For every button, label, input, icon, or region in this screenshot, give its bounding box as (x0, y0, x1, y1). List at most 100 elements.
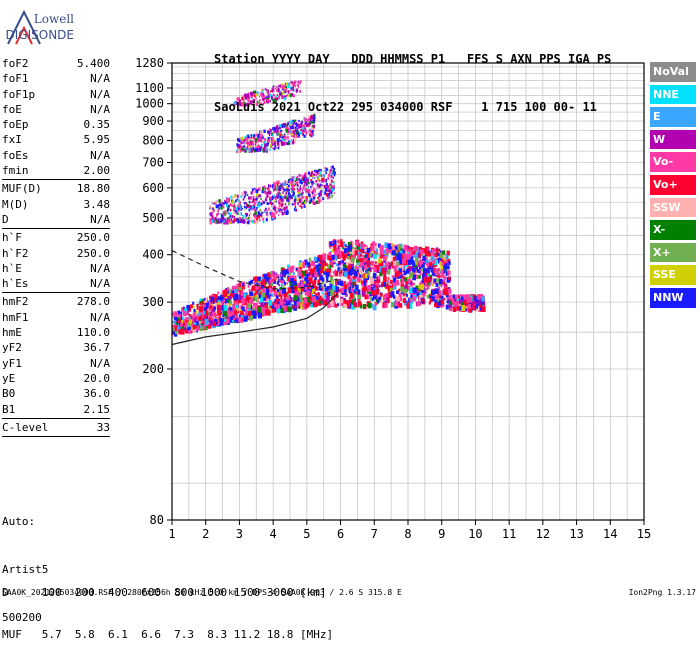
echo-point (266, 201, 269, 205)
echo-point (329, 186, 332, 191)
echo-point (353, 272, 358, 278)
echo-point (360, 257, 363, 262)
echo-point (325, 287, 328, 292)
echo-point (436, 257, 438, 261)
echo-point (405, 262, 409, 267)
echo-point (303, 124, 305, 128)
echo-point (269, 201, 272, 204)
echo-point (267, 310, 271, 316)
param-name: h`Es (2, 277, 29, 291)
echo-point (293, 180, 295, 183)
echo-point (430, 267, 434, 273)
echo-point (438, 274, 441, 279)
echo-point (209, 296, 211, 299)
param-row: hmF1 N/A (2, 310, 110, 325)
echo-point (310, 127, 313, 131)
echo-point (365, 253, 370, 259)
echo-point (298, 86, 300, 89)
echo-point (326, 263, 328, 266)
x-tick-label: 3 (236, 527, 243, 541)
echo-point (234, 293, 239, 300)
echo-point (267, 100, 269, 104)
echo-point (367, 302, 372, 309)
echo-point (242, 149, 245, 152)
echo-point (293, 129, 295, 132)
echo-point (290, 132, 293, 136)
echo-point (440, 284, 443, 288)
echo-point (269, 307, 274, 314)
echo-point (252, 198, 255, 202)
echo-point (231, 204, 233, 207)
echo-point (220, 305, 224, 310)
echo-point (366, 294, 370, 300)
echo-point (383, 249, 387, 255)
echo-point (235, 301, 238, 305)
x-tick-label: 7 (371, 527, 378, 541)
echo-point (237, 221, 239, 223)
echo-point (251, 205, 254, 209)
echo-point (420, 280, 424, 287)
echo-point (469, 296, 472, 301)
echo-point (310, 302, 314, 308)
param-row: hmF2 278.0 (2, 294, 110, 309)
echo-point (238, 144, 241, 148)
echo-point (333, 167, 336, 171)
echo-point (291, 179, 295, 184)
echo-point (276, 98, 279, 101)
echo-point (441, 261, 445, 266)
echo-point (240, 136, 244, 141)
echo-point (297, 80, 300, 84)
echo-point (243, 221, 246, 224)
echo-point (289, 130, 292, 133)
echo-point (174, 325, 179, 332)
echo-point (263, 100, 265, 102)
param-value: N/A (90, 87, 110, 101)
y-tick-label: 700 (142, 155, 164, 169)
echo-point (196, 306, 199, 310)
echo-point (393, 264, 397, 270)
echo-point (192, 301, 195, 305)
echo-point (254, 211, 257, 216)
echo-point (261, 214, 263, 217)
echo-point (279, 133, 282, 137)
echo-point (413, 282, 415, 286)
echo-point (281, 188, 283, 190)
legend-item-e: E (650, 107, 696, 127)
echo-point (351, 249, 356, 255)
echo-point (248, 281, 252, 286)
echo-point (425, 282, 428, 286)
echo-point (331, 194, 334, 198)
echo-point (332, 188, 335, 192)
param-row: foF1 N/A (2, 71, 110, 86)
echo-point (263, 99, 266, 102)
echo-point (299, 89, 302, 93)
echo-point (282, 96, 284, 99)
echo-point (348, 244, 353, 250)
echo-point (264, 142, 266, 144)
echo-point (399, 303, 403, 308)
param-name: yE (2, 371, 16, 385)
echo-point (253, 203, 256, 208)
echo-point (187, 321, 191, 327)
echo-point (278, 293, 281, 297)
echo-point (313, 291, 316, 295)
echo-point (241, 297, 246, 304)
echo-point (320, 285, 324, 290)
echo-point (330, 166, 332, 169)
echo-point (253, 213, 256, 217)
echo-point (180, 319, 184, 325)
x-tick-label: 10 (468, 527, 482, 541)
echo-point (408, 303, 413, 309)
echo-point (445, 289, 448, 293)
echo-point (172, 320, 176, 324)
echo-point (415, 295, 418, 299)
echo-point (215, 204, 219, 209)
echo-point (311, 285, 314, 289)
echo-point (391, 265, 394, 269)
echo-point (305, 303, 309, 309)
echo-point (266, 98, 270, 103)
echo-point (476, 294, 481, 300)
echo-point (348, 268, 353, 275)
echo-point (260, 92, 263, 96)
echo-point (220, 206, 223, 210)
